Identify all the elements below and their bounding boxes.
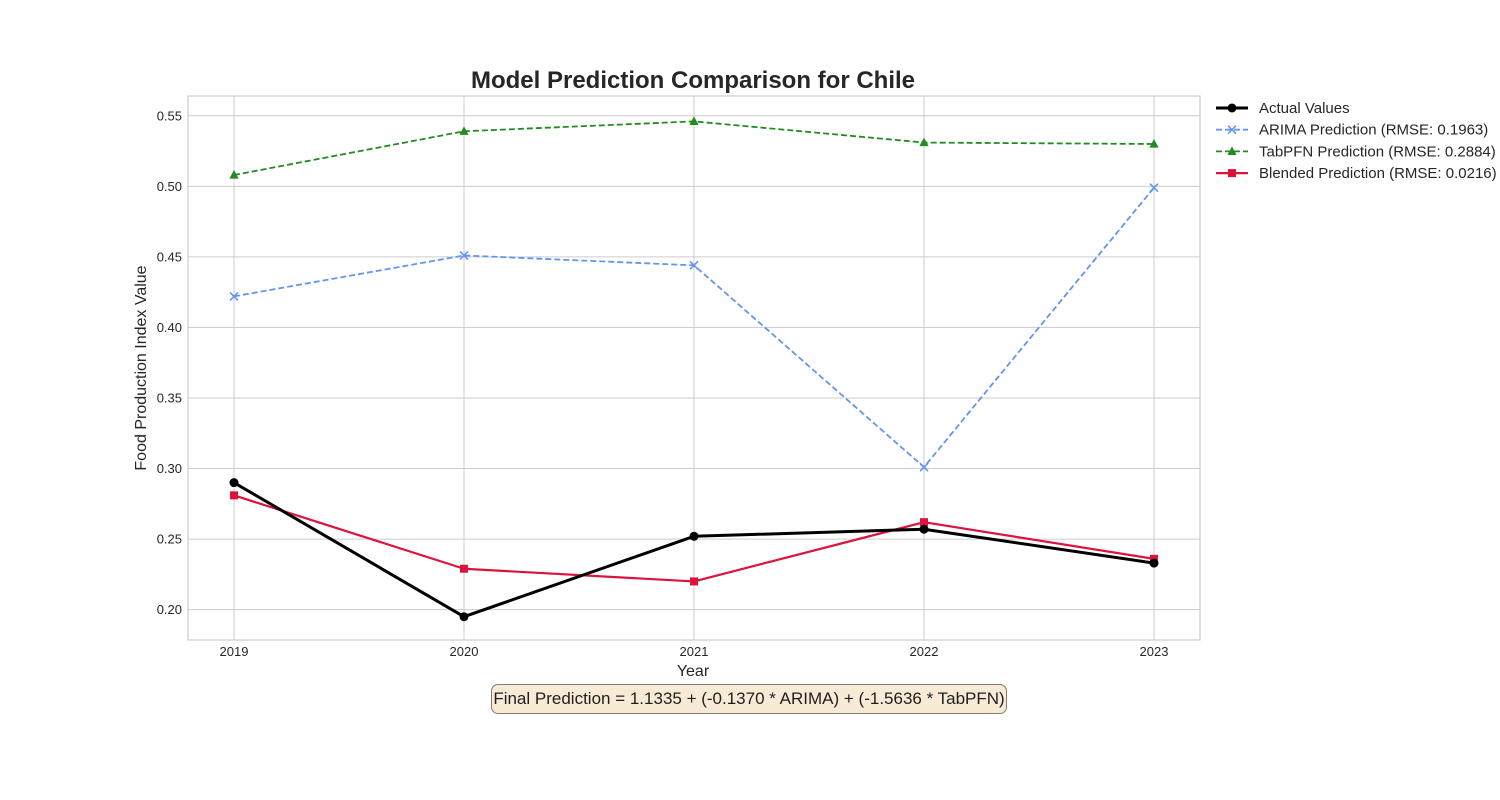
series-triangle — [229, 116, 1159, 179]
y-tick-label: 0.40 — [157, 320, 182, 335]
data-point — [689, 531, 699, 541]
data-point — [1149, 183, 1159, 193]
x-tick-label: 2021 — [680, 644, 709, 659]
data-point — [919, 137, 929, 147]
data-point — [459, 612, 469, 622]
series-x — [229, 183, 1159, 472]
data-point — [230, 491, 238, 500]
tick-labels: 2019 2020 2021 2022 2023 0.20 0.25 0.30 0.35 0.40… — [157, 108, 1169, 659]
y-tick-label: 0.50 — [157, 179, 182, 194]
legend-item: TabPFN Prediction (RMSE: 0.2884) — [1216, 143, 1496, 160]
x-tick-label: 2022 — [910, 644, 939, 659]
plot-frame — [187, 95, 1201, 641]
data-point — [459, 126, 469, 135]
data-point — [919, 462, 929, 472]
data-point — [689, 260, 699, 270]
y-tick-label: 0.45 — [157, 249, 182, 264]
y-tick-label: 0.30 — [157, 461, 182, 476]
data-point — [229, 291, 239, 301]
data-point — [229, 478, 239, 488]
data-point — [690, 577, 698, 586]
legend-marker — [1227, 146, 1237, 155]
data-point — [459, 250, 469, 261]
legend-label: ARIMA Prediction (RMSE: 0.1963) — [1259, 122, 1488, 139]
y-tick-label: 0.20 — [157, 602, 182, 617]
y-tick-label: 0.25 — [157, 532, 182, 547]
data-point — [1149, 558, 1159, 568]
legend-item: ARIMA Prediction (RMSE: 0.1963) — [1216, 122, 1488, 139]
legend-item: Blended Prediction (RMSE: 0.0216) — [1216, 165, 1497, 182]
y-axis-label: Food Production Index Value — [133, 265, 150, 470]
formula-annotation: Final Prediction = 1.1335 + (-0.1370 * A… — [491, 684, 1007, 714]
series-circle — [229, 478, 1159, 622]
x-tick-label: 2020 — [450, 644, 479, 659]
legend-marker — [1227, 125, 1237, 135]
data-point — [229, 170, 239, 179]
data-point — [1149, 138, 1159, 148]
legend: Actual Values ARIMA Prediction (RMSE: 0.1… — [1216, 100, 1497, 182]
x-tick-label: 2019 — [220, 644, 249, 659]
legend-label: Blended Prediction (RMSE: 0.0216) — [1259, 165, 1497, 182]
data-point — [919, 524, 929, 534]
data-point — [460, 564, 468, 573]
data-point — [689, 116, 699, 126]
legend-label: Actual Values — [1259, 100, 1350, 117]
grid — [188, 96, 1200, 640]
x-axis-label: Year — [677, 663, 710, 680]
legend-label: TabPFN Prediction (RMSE: 0.2884) — [1259, 143, 1496, 160]
series-layer — [229, 116, 1159, 622]
legend-marker — [1228, 169, 1236, 178]
legend-marker — [1227, 103, 1237, 113]
data-point — [920, 518, 928, 527]
chart-title: Model Prediction Comparison for Chile — [471, 67, 915, 94]
y-tick-label: 0.55 — [157, 108, 182, 123]
x-tick-label: 2023 — [1140, 644, 1169, 659]
legend-item: Actual Values — [1216, 100, 1350, 117]
y-tick-label: 0.35 — [157, 390, 182, 405]
